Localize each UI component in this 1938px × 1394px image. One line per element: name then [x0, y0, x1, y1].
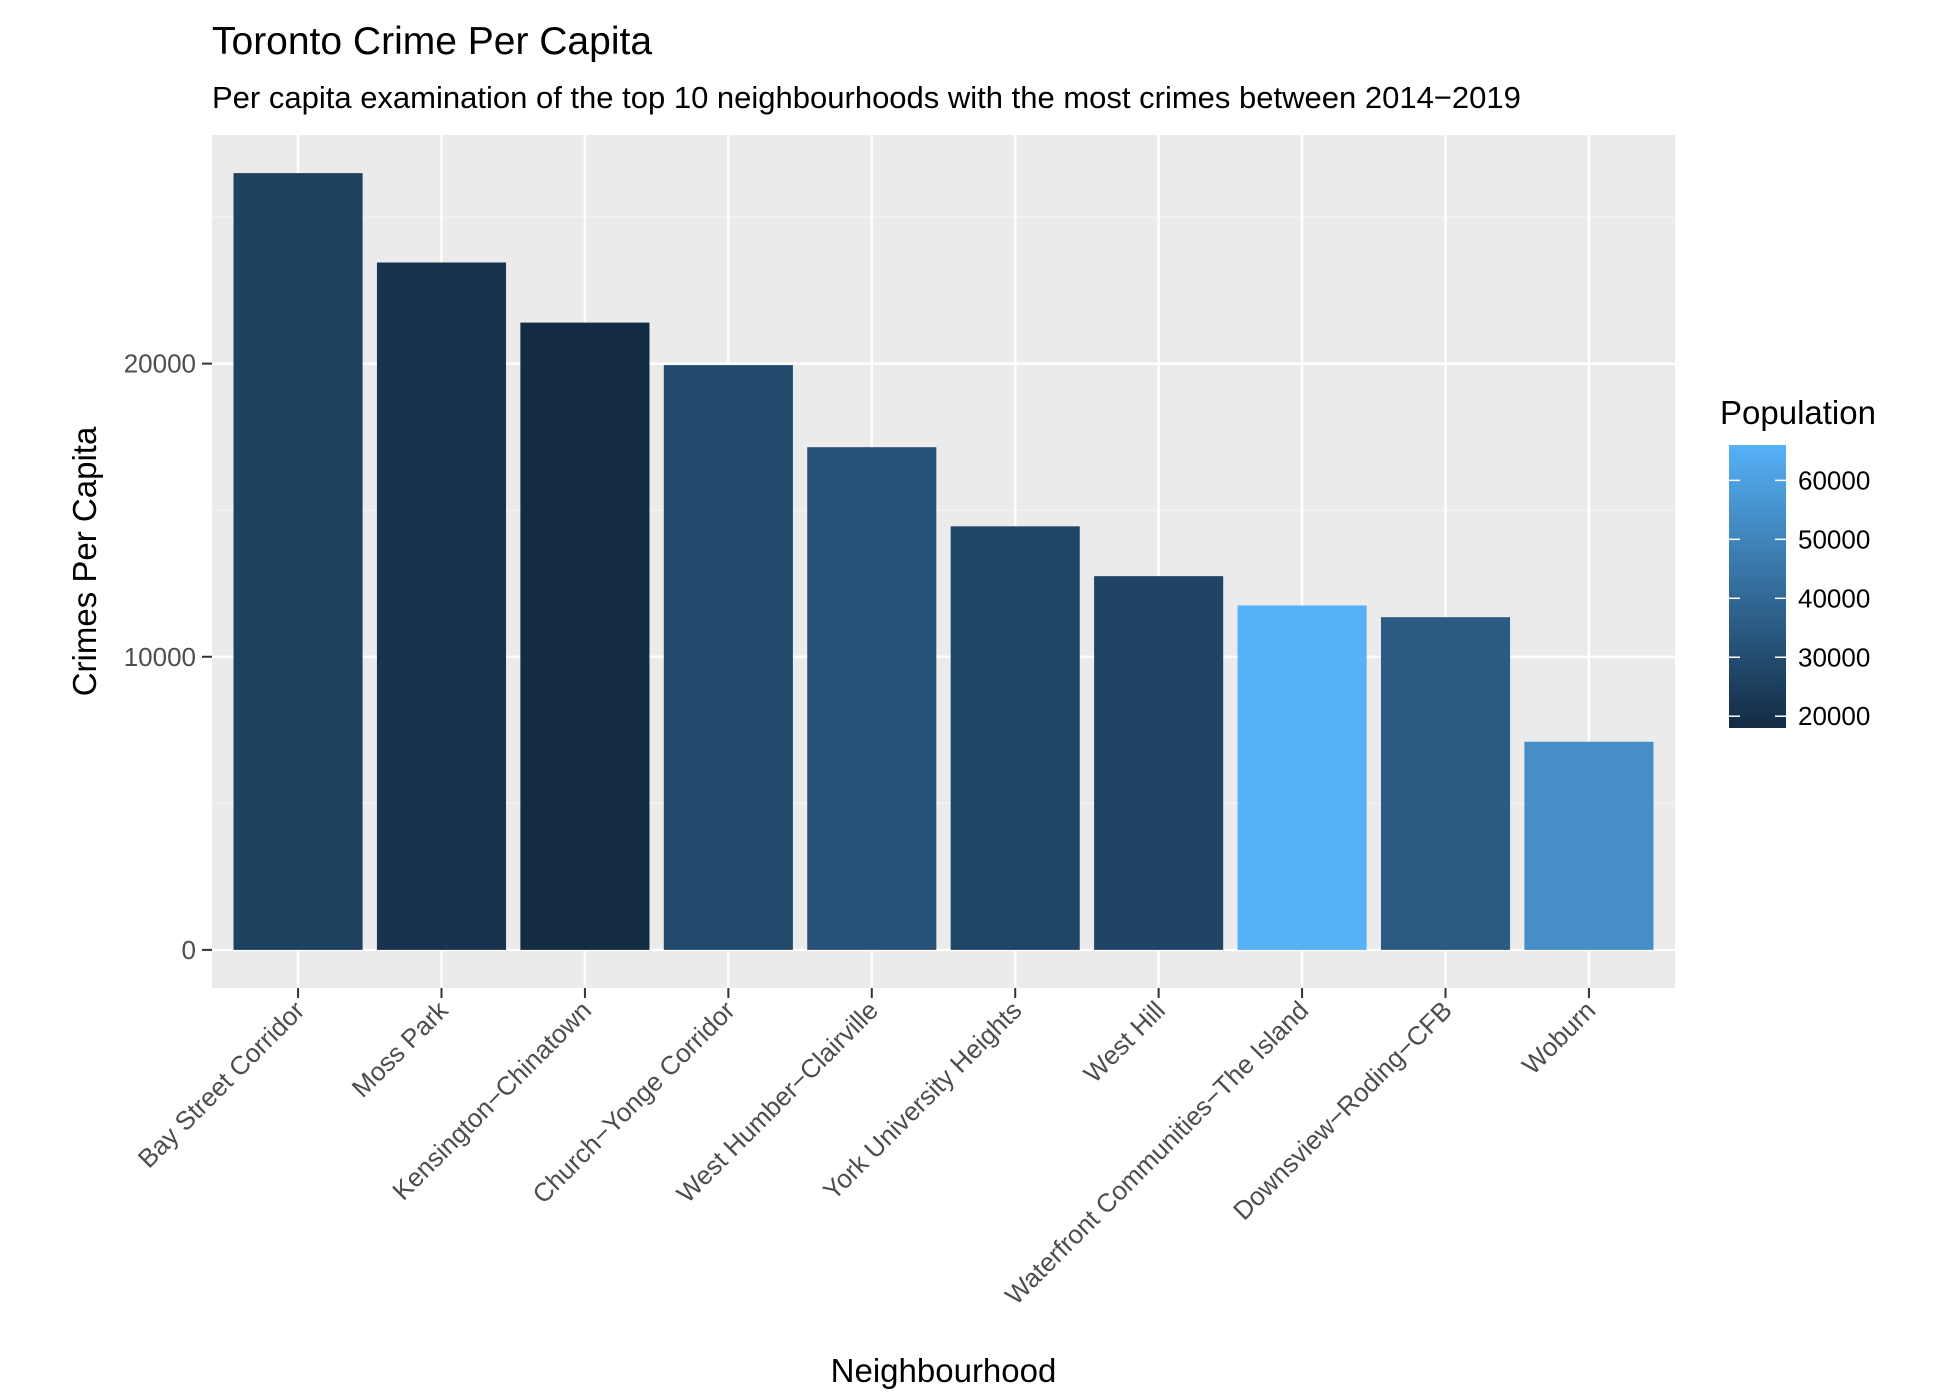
y-tick-label: 10000 — [124, 642, 196, 672]
legend-label: 20000 — [1798, 701, 1870, 731]
bar-west-humber-clairville — [807, 447, 937, 950]
bar-kensington-chinatown — [520, 322, 650, 950]
x-tick-label: West Hill — [1077, 995, 1170, 1088]
legend-colorbar — [1729, 445, 1786, 728]
x-axis: Bay Street Corridor Moss ParkKensington−C… — [132, 988, 1601, 1310]
x-axis-title: Neighbourhood — [831, 1352, 1057, 1389]
y-axis: 0 10000 20000 — [124, 349, 212, 965]
legend-label: 30000 — [1798, 642, 1870, 672]
x-tick-label: Woburn — [1516, 995, 1601, 1080]
legend-label: 40000 — [1798, 583, 1870, 613]
y-axis-title: Crimes Per Capita — [66, 426, 103, 696]
bar-church-yonge-corridor — [663, 365, 793, 950]
legend-label: 60000 — [1798, 465, 1870, 495]
bar-waterfront-communities-the-island — [1237, 605, 1367, 950]
x-tick-label: Waterfront Communities−The Island — [999, 995, 1314, 1310]
bar-york-university-heights — [950, 526, 1080, 950]
legend: Population 20000 30000 40000 50000 60000 — [1720, 394, 1876, 731]
bar-moss-park — [376, 262, 507, 950]
y-tick-label: 0 — [182, 935, 196, 965]
bar-bay-street-corridor — [233, 173, 363, 950]
bar-downsview-roding-cfb — [1380, 617, 1511, 950]
chart-title: Toronto Crime Per Capita — [212, 20, 652, 63]
legend-title: Population — [1720, 394, 1876, 431]
bars — [233, 173, 1654, 950]
bar-woburn — [1524, 741, 1654, 950]
x-tick-label: Moss Park — [346, 994, 455, 1103]
x-tick-label: Bay Street Corridor — [132, 995, 311, 1174]
bar-west-hill — [1094, 576, 1224, 950]
y-tick-label: 20000 — [124, 349, 196, 379]
chart-subtitle: Per capita examination of the top 10 nei… — [212, 80, 1521, 115]
legend-label: 50000 — [1798, 524, 1870, 554]
